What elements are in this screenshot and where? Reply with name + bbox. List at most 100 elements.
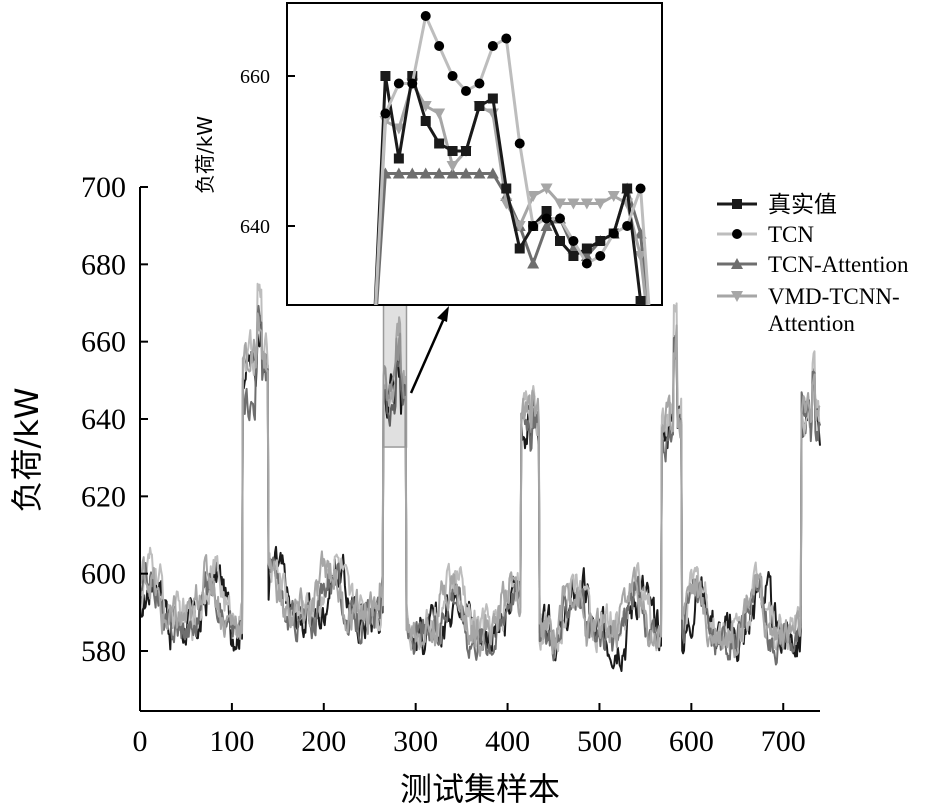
inset-point-1 [514,243,525,254]
inset-point-2 [407,78,418,89]
legend-marker [732,199,742,209]
inset-point-4 [580,198,593,210]
inset-point-4 [527,191,540,202]
inset-point-1 [555,236,565,246]
x-tick-label: 500 [577,725,622,758]
inset-point-4 [446,161,459,172]
y-tick-label: 660 [81,326,126,359]
inset-point-1 [434,138,445,149]
inset-point-1 [568,251,579,261]
x-tick-label: 400 [485,725,530,758]
inset-point-1 [393,153,404,164]
inset-point-3 [446,167,459,179]
inset-point-2 [447,71,458,81]
y-tick-label: 580 [81,635,126,668]
y-tick-label: 700 [81,171,126,204]
inset-point-1 [622,183,633,194]
inset-point-4 [540,183,553,195]
legend-marker [731,291,743,302]
inset-point-3 [392,167,405,179]
inset-point-3 [486,167,499,179]
inset-point-2 [380,108,391,119]
x-tick-label: 700 [761,725,806,758]
legend-marker [731,258,743,269]
inset-point-2 [622,221,633,231]
legend: 真实值 TCN TCN-Attention VMD-TCNN-Attention [717,192,909,336]
inset-series-line-2 [374,14,651,305]
inset-point-3 [460,167,472,179]
zoom-arrow-line [409,315,447,394]
inset-point-2 [434,41,445,51]
inset-point-2 [635,183,646,194]
inset-point-3 [433,167,446,179]
x-tick-label: 200 [301,725,346,758]
inset-point-2 [608,228,619,239]
y-tick-label: 680 [81,248,126,281]
inset-point-1 [595,236,606,246]
main-axes [139,187,820,712]
inset-point-3 [473,167,486,179]
y-tick-label: 620 [81,480,126,513]
legend-label: TCN [768,222,814,247]
inset-point-3 [406,167,419,179]
inset-y-axis-title: 负荷/kW [193,116,217,194]
inset-point-2 [541,213,552,224]
y-tick-label: 640 [81,403,126,436]
inset-point-2 [487,41,498,51]
inset-point-1 [487,93,498,104]
inset-point-4 [513,221,526,232]
inset-point-2 [420,11,431,21]
inset-point-2 [461,86,471,96]
inset-point-4 [392,123,405,135]
inset-ticks: 640 660 [240,66,295,238]
inset-point-4 [419,101,432,112]
inset-point-2 [568,236,579,246]
inset-point-1 [380,71,391,81]
inset-point-3 [527,257,540,269]
inset-point-1 [581,243,592,254]
zoom-region-box [382,304,408,448]
inset-point-4 [634,251,647,262]
series-line-3 [139,304,821,666]
legend-label: 真实值 [768,192,837,217]
inset-point-4 [594,198,607,210]
inset-frame [286,2,663,306]
inset-y-tick-label: 660 [240,66,270,88]
legend-label: VMD-TCNN-Attention [768,284,900,336]
legend-label: TCN-Attention [768,252,909,277]
main-plot-area [139,282,821,672]
inset-point-1 [447,146,458,156]
inset-point-1 [541,206,552,216]
inset-point-4 [554,198,566,210]
inset-point-2 [474,78,485,89]
inset-point-1 [474,101,485,111]
zoom-arrow-head [437,306,449,322]
x-tick-label: 300 [393,725,438,758]
main-ticks: 0 100 200 300 400 500 600 700 580 600 620 640 660 680… [81,171,806,758]
inset-point-2 [501,33,512,44]
inset-point-4 [433,108,446,120]
inset-point-3 [419,167,432,179]
series-line-4 [139,312,821,659]
inset-point-2 [555,213,565,224]
x-tick-label: 600 [669,725,714,758]
inset-point-2 [528,221,539,231]
inset-point-2 [595,251,606,261]
inset-y-tick-label: 640 [240,216,270,238]
inset-point-1 [420,116,431,126]
inset-point-2 [514,138,525,149]
inset-point-4 [607,191,620,202]
inset-point-2 [393,78,404,89]
inset-point-1 [635,296,646,305]
legend-marker [732,229,742,239]
x-tick-label: 0 [133,725,148,758]
x-axis-title: 测试集样本 [400,770,560,808]
inset-point-3 [540,220,553,231]
inset-series-line-1 [373,74,643,305]
inset-point-1 [461,146,471,156]
inset-point-2 [581,258,592,269]
inset-point-4 [567,198,580,210]
inset-plot-area [373,11,651,305]
inset-point-1 [501,183,512,194]
